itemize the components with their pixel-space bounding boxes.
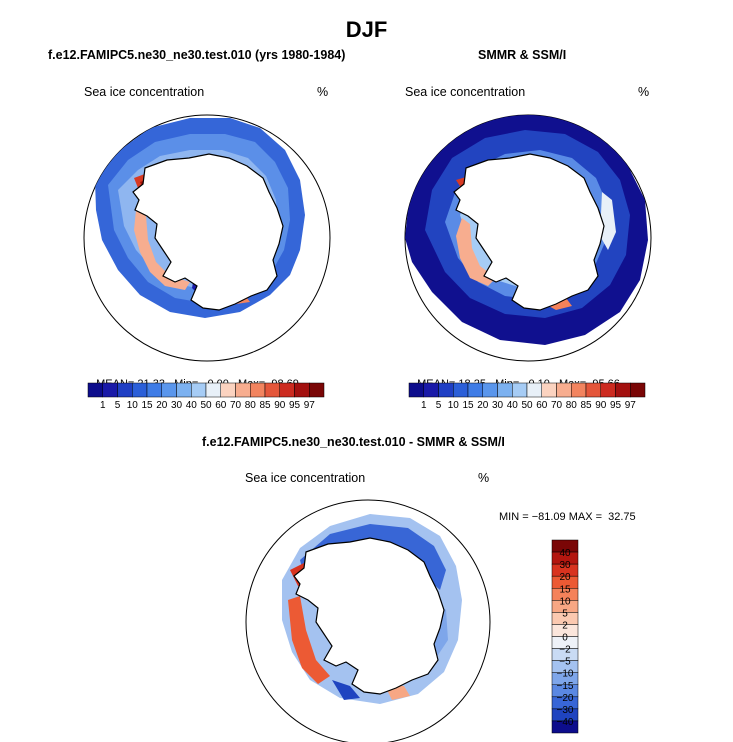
panel-2-colorbar-swatch xyxy=(585,382,601,398)
panel-1-colorbar-tick-label: 30 xyxy=(171,400,183,411)
panel-3-colorbar-tick-label: 15 xyxy=(559,584,571,595)
panel-1-colorbar-swatch xyxy=(191,382,207,398)
panel-1-colorbar-swatch xyxy=(250,382,266,398)
panel-3-colorbar-tick-label: −20 xyxy=(557,693,574,704)
panel-1-colorbar-tick-label: 15 xyxy=(141,400,153,411)
panel-1-colorbar-tick-label: 5 xyxy=(115,400,121,411)
panel-3-colorbar-tick-label: −10 xyxy=(557,669,574,680)
panel-2-colorbar-tick-label: 50 xyxy=(521,400,533,411)
panel-2-colorbar-swatch xyxy=(615,382,631,398)
panel-2-colorbar-tick-label: 95 xyxy=(610,400,622,411)
panel-1-colorbar-tick-label: 80 xyxy=(245,400,257,411)
panel-3-map xyxy=(245,499,491,742)
panel-1-variable-label: Sea ice concentration xyxy=(84,85,205,99)
main-title: DJF xyxy=(345,17,388,42)
panel-3-title: f.e12.FAMIPC5.ne30_ne30.test.010 - SMMR … xyxy=(202,435,505,449)
panel-1-colorbar-tick-label: 97 xyxy=(304,400,316,411)
panel-2-colorbar-tick-label: 80 xyxy=(566,400,578,411)
panel-3-units-label: % xyxy=(478,471,490,485)
panel-1-colorbar-tick-label: 60 xyxy=(215,400,227,411)
panel-1-colorbar-tick-label: 70 xyxy=(230,400,242,411)
panel-3-variable-label: Sea ice concentration xyxy=(245,471,366,485)
panel-1-colorbar-tick-label: 1 xyxy=(100,400,106,411)
panel-1-colorbar-swatch xyxy=(87,382,103,398)
panel-2-colorbar-tick-label: 1 xyxy=(421,400,427,411)
panel-2-colorbar-tick-label: 90 xyxy=(595,400,607,411)
panel-2-colorbar-swatch xyxy=(497,382,513,398)
panel-2-colorbar-swatch xyxy=(467,382,483,398)
panel-2-colorbar-tick-label: 10 xyxy=(448,400,460,411)
panel-1-colorbar-tick-label: 10 xyxy=(127,400,139,411)
panel-1-colorbar-swatch xyxy=(294,382,310,398)
panel-1-colorbar-tick-label: 85 xyxy=(259,400,271,411)
panel-3-colorbar-tick-label: −2 xyxy=(559,645,571,656)
panel-2-colorbar-tick-label: 15 xyxy=(462,400,474,411)
panel-1-colorbar-swatch xyxy=(176,382,192,398)
panel-1-colorbar: 1 5 10 15 20 30 40 50 60 70 80 85 90 95 97 xyxy=(87,382,325,411)
panel-2-colorbar-tick-label: 85 xyxy=(580,400,592,411)
panel-1-colorbar-swatch xyxy=(264,382,280,398)
panel-1-colorbar-swatch xyxy=(132,382,148,398)
panel-2-title: SMMR & SSM/I xyxy=(478,48,567,62)
panel-3-colorbar-tick-label: 30 xyxy=(559,560,571,571)
panel-1-map xyxy=(83,114,331,362)
panel-2-colorbar-swatch xyxy=(482,382,498,398)
panel-1-colorbar-swatch xyxy=(309,382,325,398)
panel-2-colorbar-swatch xyxy=(453,382,469,398)
panel-2-units-label: % xyxy=(638,85,650,99)
panel-2-colorbar-tick-label: 30 xyxy=(492,400,504,411)
panel-1-colorbar-swatch xyxy=(146,382,162,398)
panel-2-colorbar-tick-label: 60 xyxy=(536,400,548,411)
panel-1-colorbar-swatch xyxy=(161,382,177,398)
panel-1-colorbar-swatch xyxy=(102,382,118,398)
panel-2-colorbar-swatch xyxy=(571,382,587,398)
panel-1-colorbar-swatch xyxy=(205,382,221,398)
panel-3-stats: MIN = −81.09 MAX = 32.75 xyxy=(499,511,636,523)
panel-2-colorbar-tick-label: 20 xyxy=(477,400,489,411)
panel-3-colorbar-tick-label: 0 xyxy=(562,633,568,644)
panel-1-colorbar-swatch xyxy=(220,382,236,398)
panel-1-colorbar-tick-label: 95 xyxy=(289,400,301,411)
panel-2-colorbar-swatch xyxy=(600,382,616,398)
panel-2-colorbar-tick-label: 97 xyxy=(625,400,637,411)
panel-3-colorbar-tick-label: 40 xyxy=(559,548,571,559)
panel-3-colorbar-tick-label: 20 xyxy=(559,572,571,583)
panel-2-colorbar-tick-label: 70 xyxy=(551,400,563,411)
panel-2-map xyxy=(404,114,652,362)
panel-2-colorbar-swatch xyxy=(541,382,557,398)
panel-3-colorbar-tick-label: −30 xyxy=(557,705,574,716)
panel-2-colorbar-swatch xyxy=(526,382,542,398)
panel-3-colorbar-tick-label: −5 xyxy=(559,657,571,668)
panel-3-colorbar-tick-label: 2 xyxy=(562,620,568,631)
panel-2-colorbar-swatch xyxy=(423,382,439,398)
panel-3-colorbar-tick-label: −15 xyxy=(557,681,574,692)
panel-2-colorbar-swatch xyxy=(408,382,424,398)
panel-1-title: f.e12.FAMIPC5.ne30_ne30.test.010 (yrs 19… xyxy=(48,48,346,62)
panel-2-colorbar-tick-label: 40 xyxy=(507,400,519,411)
panel-3-colorbar-tick-label: 5 xyxy=(562,608,568,619)
panel-2-colorbar-swatch xyxy=(630,382,646,398)
panel-1-colorbar-swatch xyxy=(279,382,295,398)
panel-2-colorbar-tick-label: 5 xyxy=(436,400,442,411)
panel-1-colorbar-swatch xyxy=(235,382,251,398)
panel-2-colorbar: 1 5 10 15 20 30 40 50 60 70 80 85 90 95 97 xyxy=(408,382,646,411)
panel-1-colorbar-tick-label: 50 xyxy=(200,400,212,411)
panel-1-colorbar-tick-label: 40 xyxy=(186,400,198,411)
panel-2-colorbar-swatch xyxy=(438,382,454,398)
panel-1-colorbar-tick-label: 20 xyxy=(156,400,168,411)
panel-1-units-label: % xyxy=(317,85,329,99)
panel-2-variable-label: Sea ice concentration xyxy=(405,85,526,99)
panel-1-colorbar-tick-label: 90 xyxy=(274,400,286,411)
panel-1-colorbar-swatch xyxy=(117,382,133,398)
panel-3-colorbar-tick-label: −40 xyxy=(557,717,574,728)
panel-2-colorbar-swatch xyxy=(512,382,528,398)
panel-2-colorbar-swatch xyxy=(556,382,572,398)
panel-3-colorbar-tick-label: 10 xyxy=(559,596,571,607)
panel-3-colorbar-swatch xyxy=(551,720,579,734)
